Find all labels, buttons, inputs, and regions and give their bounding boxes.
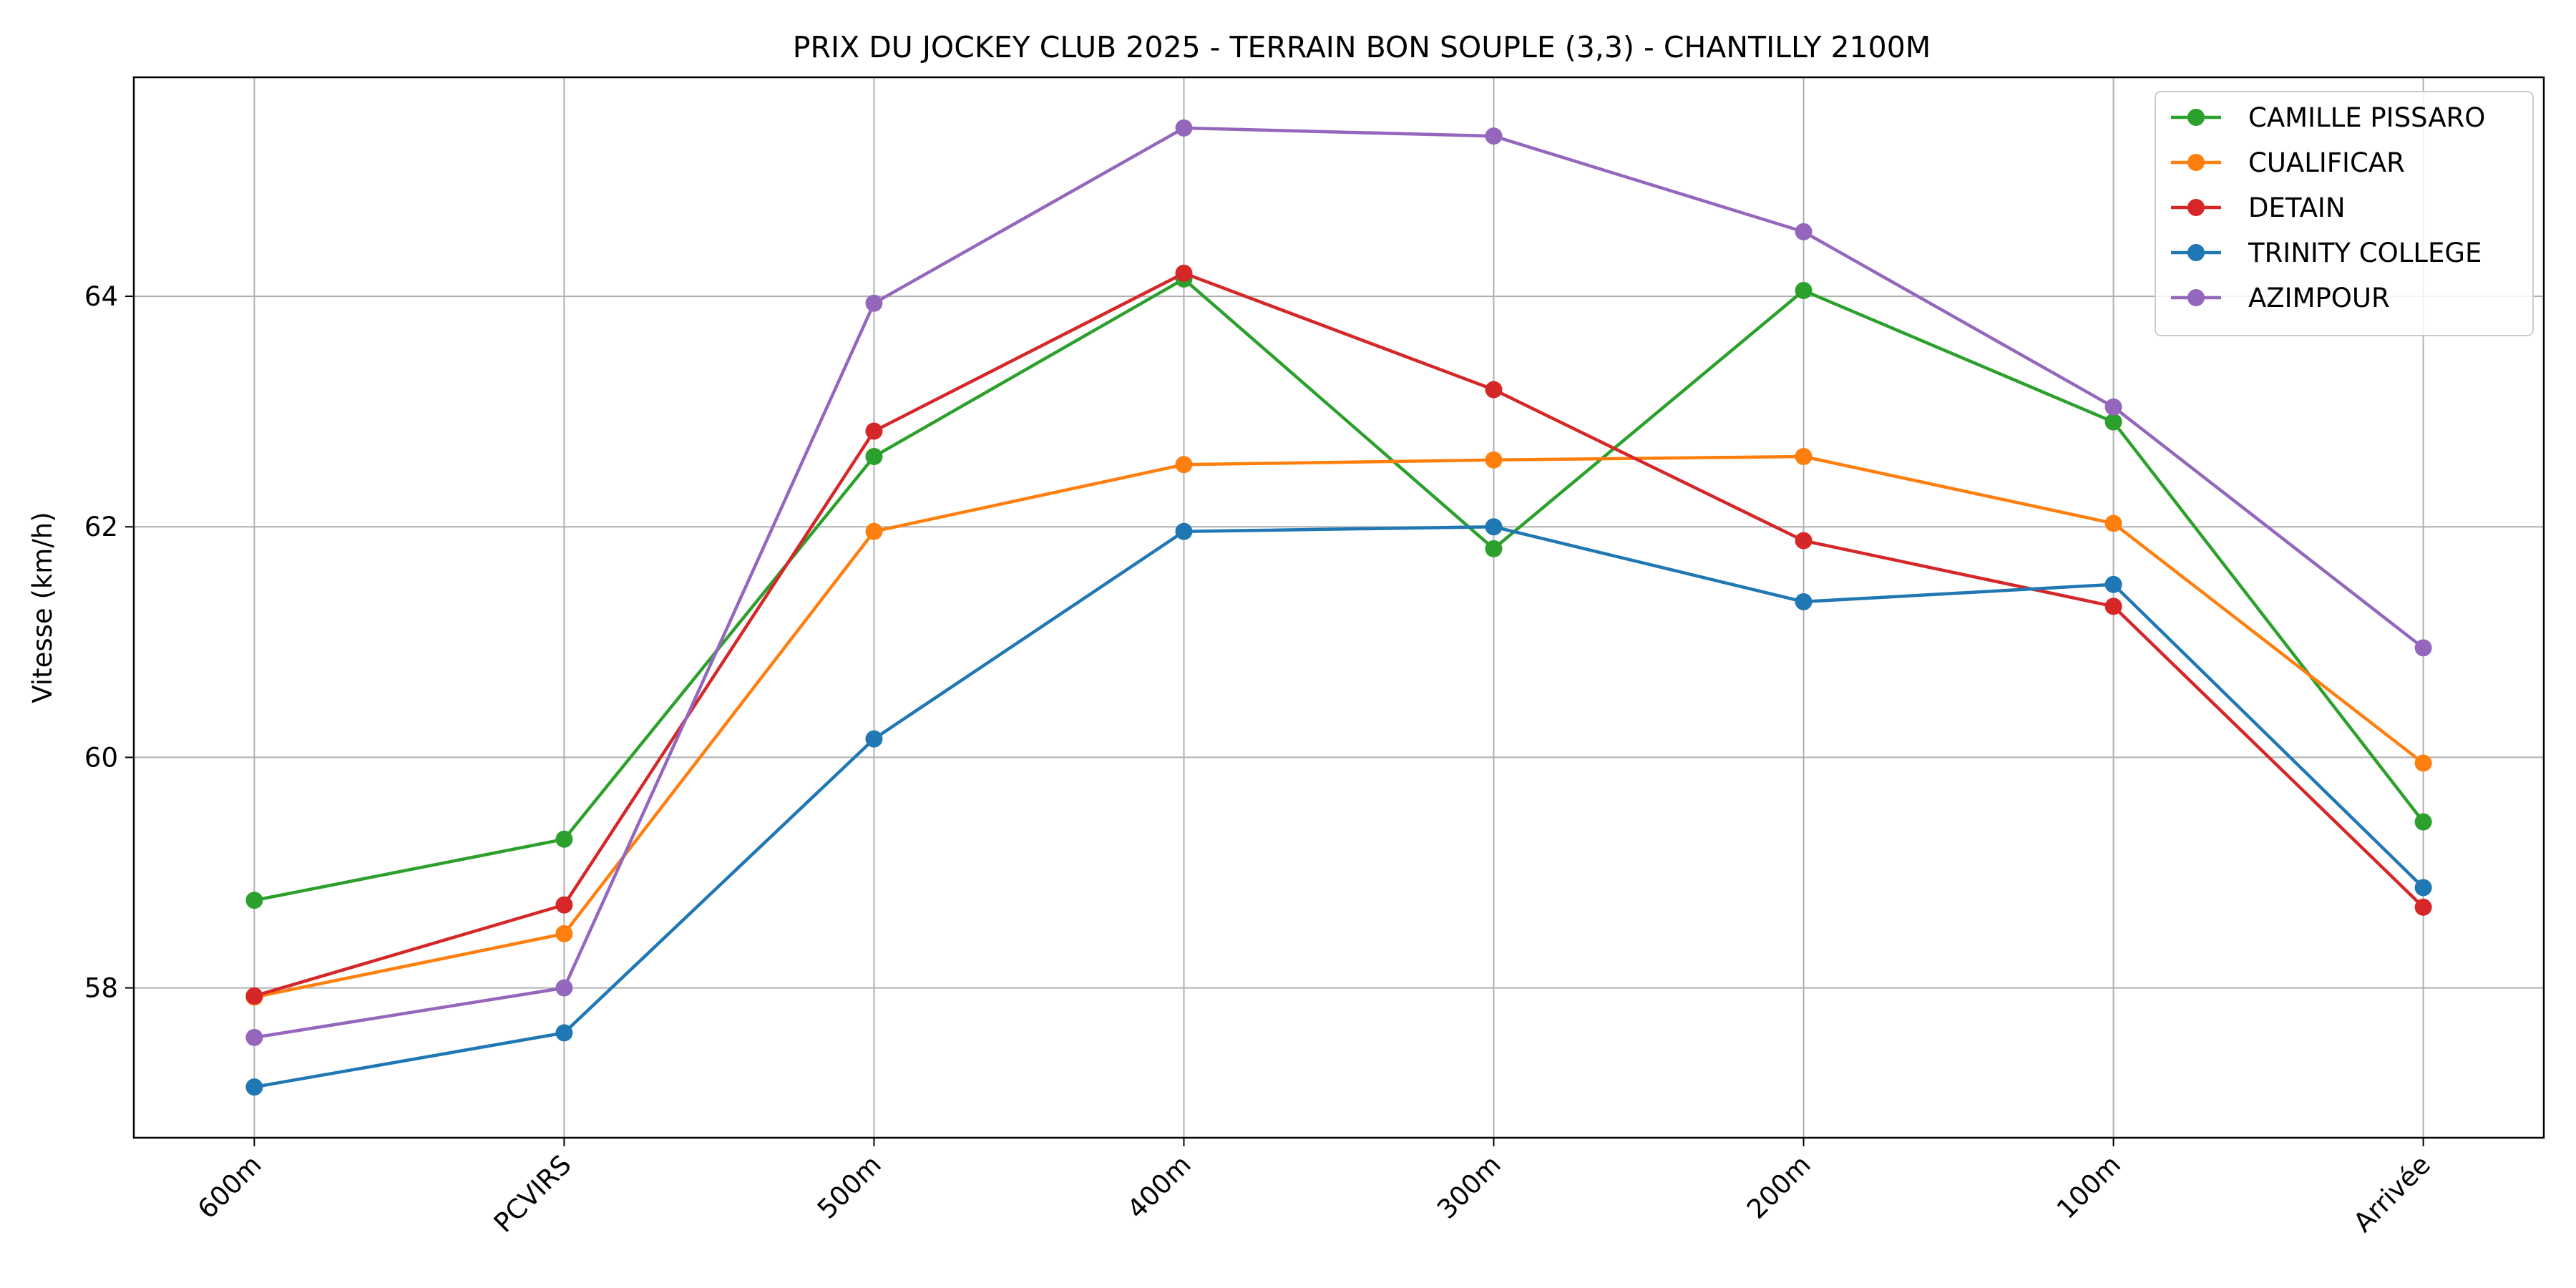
y-tick-label: 64 — [84, 281, 118, 312]
series-azimpour — [245, 119, 2432, 1046]
data-point — [865, 422, 883, 440]
legend-item: TRINITY COLLEGE — [2171, 238, 2482, 268]
legend-item: AZIMPOUR — [2171, 283, 2390, 313]
plot-area-frame — [132, 76, 2545, 1139]
data-point — [865, 447, 883, 465]
chart-title: PRIX DU JOCKEY CLUB 2025 - TERRAIN BON S… — [793, 30, 1931, 64]
data-point — [865, 730, 883, 748]
y-tick-label: 58 — [84, 973, 118, 1004]
data-point — [2104, 575, 2122, 593]
series-line — [254, 525, 2425, 1089]
legend-item: CAMILLE PISSARO — [2171, 102, 2485, 133]
legend-item: DETAIN — [2171, 192, 2346, 223]
data-point — [2104, 413, 2122, 431]
series-trinity-college — [245, 518, 2432, 1096]
data-point — [2414, 754, 2432, 772]
legend-marker — [2187, 289, 2205, 306]
legend-marker — [2187, 154, 2205, 171]
y-tick-label: 62 — [84, 512, 118, 542]
data-point — [555, 830, 573, 848]
data-point — [555, 1024, 573, 1042]
data-point — [1175, 264, 1193, 282]
data-point — [245, 892, 263, 909]
legend-label: CUALIFICAR — [2248, 147, 2405, 178]
y-axis-label: Vitesse (km/h) — [27, 512, 58, 703]
data-point — [865, 294, 883, 312]
data-point — [2104, 597, 2122, 615]
data-point — [1795, 592, 1813, 610]
legend: CAMILLE PISSARO CUALIFICAR DETAIN TRINITY C… — [2155, 91, 2534, 336]
legend-label: DETAIN — [2248, 192, 2346, 223]
series-line — [253, 454, 2424, 999]
legend-label: CAMILLE PISSARO — [2248, 102, 2485, 133]
series-lines — [245, 119, 2432, 1096]
legend-marker — [2187, 199, 2205, 216]
data-point — [245, 1028, 263, 1046]
data-point — [245, 987, 263, 1005]
data-point — [1175, 456, 1193, 474]
data-point — [555, 979, 573, 997]
data-point — [2414, 879, 2432, 897]
series-line — [253, 271, 2425, 998]
series-line — [253, 277, 2425, 902]
data-point — [245, 1078, 263, 1096]
data-point — [1485, 540, 1503, 557]
data-point — [1485, 451, 1503, 469]
legend-label: TRINITY COLLEGE — [2248, 238, 2482, 268]
data-point — [555, 896, 573, 914]
data-point — [1795, 447, 1813, 465]
data-point — [1485, 127, 1503, 145]
legend-item: CUALIFICAR — [2171, 147, 2405, 178]
y-tick-label: 60 — [84, 742, 118, 773]
legend-label: AZIMPOUR — [2248, 283, 2390, 313]
data-point — [1795, 282, 1813, 300]
data-point — [1175, 522, 1193, 540]
data-point — [1485, 518, 1503, 536]
data-point — [2104, 514, 2122, 532]
data-point — [1795, 532, 1813, 550]
data-point — [1795, 223, 1813, 240]
data-point — [1175, 119, 1193, 137]
series-detain — [245, 264, 2432, 1005]
series-line — [254, 126, 2424, 1040]
legend-box — [2155, 91, 2534, 336]
data-point — [865, 522, 883, 540]
legend-marker — [2187, 109, 2205, 126]
data-point — [2414, 639, 2432, 657]
data-point — [2104, 398, 2122, 416]
data-point — [555, 924, 573, 942]
data-point — [2414, 898, 2432, 916]
data-point — [2414, 813, 2432, 831]
legend-marker — [2187, 244, 2205, 261]
data-point — [1485, 381, 1503, 399]
